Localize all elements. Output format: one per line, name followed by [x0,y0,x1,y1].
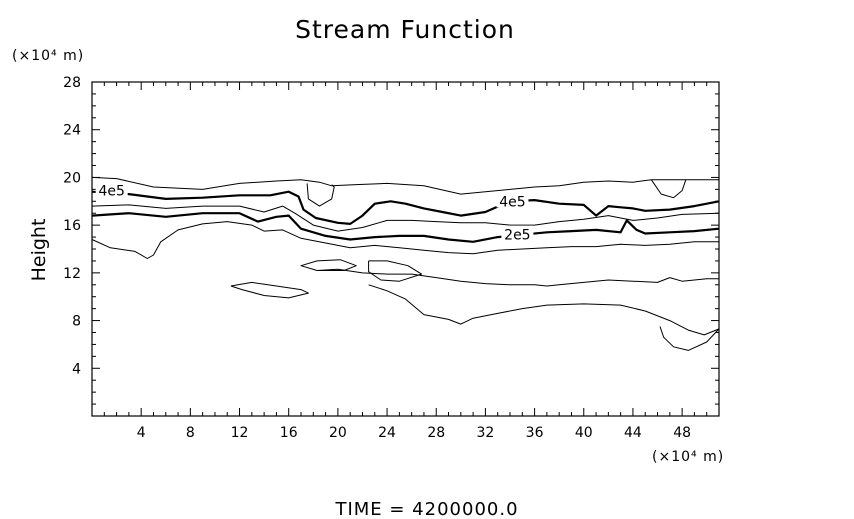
x-tick-label: 8 [186,425,195,441]
y-tick-label: 12 [63,266,81,282]
x-tick-label: 40 [575,425,593,441]
y-tick-label: 28 [63,75,81,91]
y-axis-label: Height [28,219,50,282]
x-tick-label: 24 [378,425,396,441]
chart-title: Stream Function [295,15,515,44]
time-footer: TIME = 4200000.0 [334,499,518,519]
contour-line [91,204,720,232]
contour-line [368,284,720,336]
y-tick-label: 4 [72,361,81,377]
y-tick-label: 8 [72,314,81,330]
y-tick-label: 20 [63,170,81,186]
contour-line [316,268,719,287]
contour-line [368,260,422,282]
contour-label: 4e5 [98,184,124,200]
contour-labels: 4e5 4e5 2e5 [95,181,534,244]
x-unit-label: (×10⁴ m) [652,449,724,465]
x-tick-label: 4 [137,425,146,441]
x-tick-label: 48 [673,425,691,441]
plot-frame [91,81,720,417]
y-tick-label: 16 [63,218,81,234]
contour-line [300,259,357,271]
x-tick-label: 16 [280,425,298,441]
contour-label: 4e5 [499,194,525,210]
contour-line [306,183,335,207]
y-tick-label: 24 [63,123,81,139]
x-tick-label: 32 [476,425,494,441]
contour-lines [91,176,720,351]
contour-label-bg [496,192,529,208]
contour-line [91,221,719,259]
x-tick-label: 36 [526,425,544,441]
contour-line-thick [91,212,720,243]
x-tick-label: 28 [427,425,445,441]
contour-line [659,326,720,351]
x-tick-label: 12 [231,425,249,441]
contour-label-bg [501,225,534,241]
y-unit-label: (×10⁴ m) [12,48,84,64]
contour-line [91,176,719,195]
x-tick-label: 44 [624,425,642,441]
x-tick-label: 20 [329,425,347,441]
contour-line [650,179,687,199]
contour-label: 2e5 [504,228,530,244]
contour-line [230,281,309,299]
contour-label-bg [95,181,128,197]
contour-line-thick [91,190,720,225]
